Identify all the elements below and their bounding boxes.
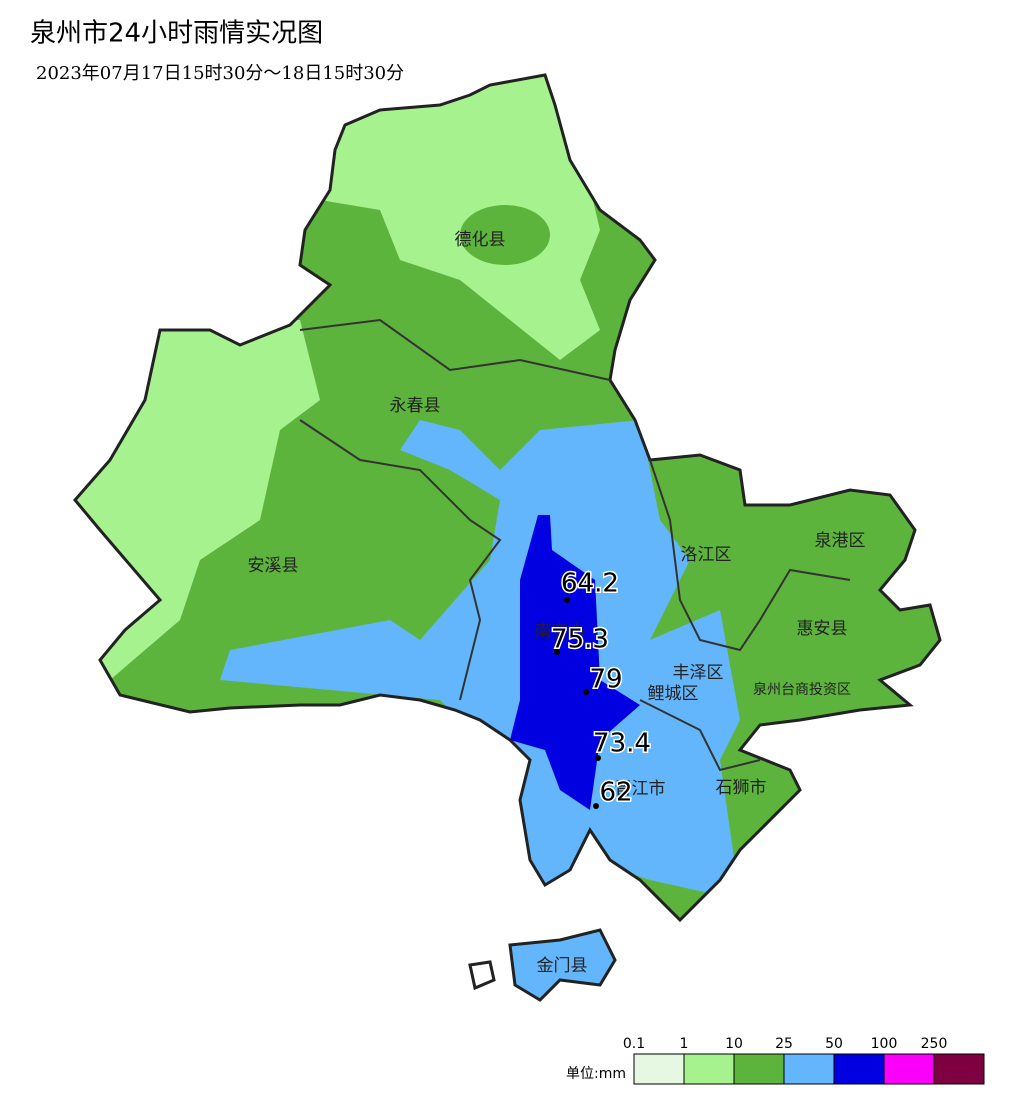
boundary: [649, 459, 851, 652]
legend-threshold: 10: [725, 1036, 743, 1052]
legend-unit: 单位:mm: [566, 1066, 626, 1082]
region-label: 惠安县: [797, 619, 848, 639]
legend-swatch: [633, 1053, 685, 1085]
region-label: 石狮市: [716, 778, 767, 798]
legend-swatch: [783, 1053, 835, 1085]
region-label: 鲤城区: [648, 684, 699, 704]
region-label: 德化县: [455, 230, 506, 250]
station-dot: [554, 649, 560, 655]
station-dot: [583, 689, 589, 695]
legend-threshold: 0.1: [623, 1036, 645, 1052]
legend-threshold: 1: [680, 1036, 689, 1052]
region-label: 金门县: [537, 956, 588, 976]
stations: 64.2 75.3 79 73.4 62: [550, 567, 652, 809]
boundary: [639, 699, 761, 772]
region-label: 晋江市: [615, 779, 666, 799]
region-label: 泉州台商投资区: [753, 681, 851, 698]
region-label: 南安市: [535, 622, 586, 642]
station-value: 75.3: [551, 625, 609, 655]
legend-threshold: 250: [921, 1036, 948, 1052]
station-dot: [593, 803, 599, 809]
kinmen: [508, 928, 617, 1002]
station-value: 73.4: [593, 729, 651, 759]
title: 泉州市24小时雨情实况图: [30, 19, 323, 49]
legend-threshold: 100: [871, 1036, 898, 1052]
station-dot: [595, 755, 601, 761]
region-label: 安溪县: [248, 556, 299, 576]
legend-swatch: [733, 1053, 785, 1085]
islet: [468, 960, 496, 991]
legend-swatch: [933, 1053, 985, 1085]
legend-swatch: [683, 1053, 735, 1085]
boundary: [299, 318, 611, 381]
station-value: 62: [599, 778, 632, 808]
station-dot: [564, 597, 570, 603]
legend-threshold: 50: [825, 1036, 843, 1052]
zone-blue: [220, 420, 740, 900]
legend: 0.1 1 10 25 50 100 250: [623, 1036, 985, 1085]
legend-swatch: [833, 1053, 885, 1085]
region-label: 丰泽区: [673, 663, 724, 683]
subtitle: 2023年07月17日15时30分～18日15时30分: [36, 63, 404, 84]
region-label: 泉港区: [815, 531, 866, 551]
region-label: 洛江区: [681, 545, 732, 565]
county-boundaries: [299, 318, 851, 772]
zone-dark-blue: [510, 515, 640, 810]
legend-swatch: [883, 1053, 935, 1085]
station-value: 64.2: [561, 569, 619, 599]
legend-threshold: 25: [775, 1036, 793, 1052]
city-boundary: [73, 73, 942, 923]
region-label: 永春县: [390, 396, 441, 416]
zone-green-spot: [460, 205, 550, 265]
station-value: 79: [589, 665, 622, 695]
zone-light-north: [320, 75, 600, 360]
boundary: [299, 419, 502, 701]
